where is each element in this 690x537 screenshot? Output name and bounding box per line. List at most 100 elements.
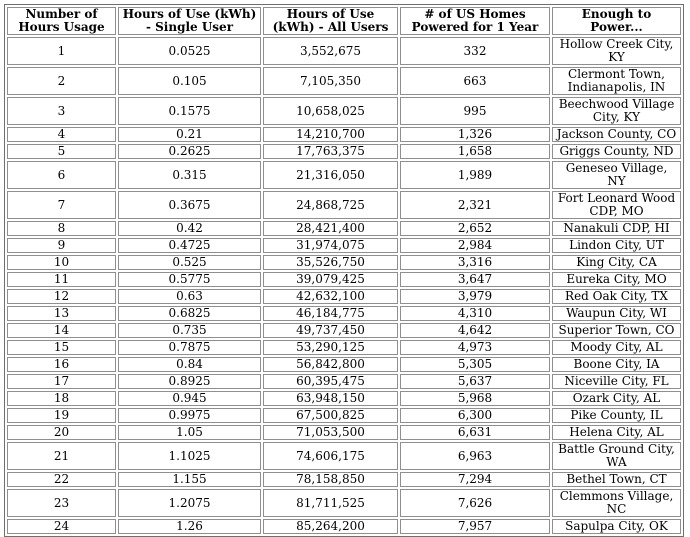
table-cell: 39,079,425 [263, 272, 398, 287]
table-cell: 81,711,525 [263, 489, 398, 517]
table-cell: 2,652 [400, 221, 550, 236]
table-cell: 0.21 [118, 127, 261, 142]
table-cell: 3,979 [400, 289, 550, 304]
table-cell: 24 [7, 519, 116, 534]
table-cell: 46,184,775 [263, 306, 398, 321]
table-cell: Fort Leonard Wood CDP, MO [552, 191, 681, 219]
table-row: 19 0.9975 67,500,825 6,300 Pike County, IL [7, 408, 681, 423]
table-cell: 2,984 [400, 238, 550, 253]
table-row: 7 0.3675 24,868,725 2,321 Fort Leonard Wood … [7, 191, 681, 219]
table-cell: Nanakuli CDP, HI [552, 221, 681, 236]
table-cell: 6,631 [400, 425, 550, 440]
table-cell: 0.3675 [118, 191, 261, 219]
table-cell: 4,973 [400, 340, 550, 355]
table-row: 3 0.1575 10,658,025 995 Beechwood Village Ci… [7, 97, 681, 125]
table-cell: 8 [7, 221, 116, 236]
table-row: 4 0.21 14,210,700 1,326 Jackson County, CO [7, 127, 681, 142]
table-cell: 9 [7, 238, 116, 253]
table-cell: 1.05 [118, 425, 261, 440]
table-cell: 19 [7, 408, 116, 423]
table-cell: 74,606,175 [263, 442, 398, 470]
table-row: 9 0.4725 31,974,075 2,984 Lindon City, UT [7, 238, 681, 253]
table-cell: Waupun City, WI [552, 306, 681, 321]
table-cell: 5 [7, 144, 116, 159]
table-cell: 6 [7, 161, 116, 189]
table-row: 13 0.6825 46,184,775 4,310 Waupun City, WI [7, 306, 681, 321]
table-cell: 7,957 [400, 519, 550, 534]
table-cell: 49,737,450 [263, 323, 398, 338]
table-cell: 0.63 [118, 289, 261, 304]
table-cell: 24,868,725 [263, 191, 398, 219]
table-cell: 11 [7, 272, 116, 287]
table-cell: Moody City, AL [552, 340, 681, 355]
table-cell: 10 [7, 255, 116, 270]
table-cell: Bethel Town, CT [552, 472, 681, 487]
table-row: 24 1.26 85,264,200 7,957 Sapulpa City, OK [7, 519, 681, 534]
table-cell: 15 [7, 340, 116, 355]
table-cell: 6,300 [400, 408, 550, 423]
table-cell: 12 [7, 289, 116, 304]
table-cell: 14 [7, 323, 116, 338]
table-cell: 7,105,350 [263, 67, 398, 95]
table-cell: 60,395,475 [263, 374, 398, 389]
table-cell: 22 [7, 472, 116, 487]
table-cell: 0.945 [118, 391, 261, 406]
table-row: 20 1.05 71,053,500 6,631 Helena City, AL [7, 425, 681, 440]
table-cell: 7,294 [400, 472, 550, 487]
table-cell: Sapulpa City, OK [552, 519, 681, 534]
table-cell: Niceville City, FL [552, 374, 681, 389]
table-cell: 14,210,700 [263, 127, 398, 142]
table-cell: 1.155 [118, 472, 261, 487]
table-cell: 1.1025 [118, 442, 261, 470]
table-cell: Hollow Creek City, KY [552, 37, 681, 65]
table-header-row: Number of Hours Usage Hours of Use (kWh)… [7, 7, 681, 35]
table-cell: 3,552,675 [263, 37, 398, 65]
table-cell: Superior Town, CO [552, 323, 681, 338]
table-cell: 1.2075 [118, 489, 261, 517]
table-row: 5 0.2625 17,763,375 1,658 Griggs County, ND [7, 144, 681, 159]
table-cell: 28,421,400 [263, 221, 398, 236]
table-cell: 1,658 [400, 144, 550, 159]
table-cell: 31,974,075 [263, 238, 398, 253]
table-row: 10 0.525 35,526,750 3,316 King City, CA [7, 255, 681, 270]
table-cell: Jackson County, CO [552, 127, 681, 142]
table-cell: 663 [400, 67, 550, 95]
hours-usage-table: Number of Hours Usage Hours of Use (kWh)… [4, 4, 684, 537]
table-cell: 0.315 [118, 161, 261, 189]
table-row: 6 0.315 21,316,050 1,989 Geneseo Village, NY [7, 161, 681, 189]
table-row: 18 0.945 63,948,150 5,968 Ozark City, AL [7, 391, 681, 406]
table-cell: 0.5775 [118, 272, 261, 287]
table-cell: 0.8925 [118, 374, 261, 389]
table-cell: 17,763,375 [263, 144, 398, 159]
table-cell: 35,526,750 [263, 255, 398, 270]
table-cell: 13 [7, 306, 116, 321]
table-cell: 63,948,150 [263, 391, 398, 406]
table-cell: 3 [7, 97, 116, 125]
table-cell: 0.2625 [118, 144, 261, 159]
table-row: 15 0.7875 53,290,125 4,973 Moody City, AL [7, 340, 681, 355]
table-body: 1 0.0525 3,552,675 332 Hollow Creek City, KY… [7, 37, 681, 534]
table-cell: Ozark City, AL [552, 391, 681, 406]
table-cell: 21 [7, 442, 116, 470]
table-cell: 0.6825 [118, 306, 261, 321]
table-cell: 4,310 [400, 306, 550, 321]
table-cell: Geneseo Village, NY [552, 161, 681, 189]
table-cell: Pike County, IL [552, 408, 681, 423]
table-cell: 71,053,500 [263, 425, 398, 440]
table-cell: 1.26 [118, 519, 261, 534]
table-cell: 56,842,800 [263, 357, 398, 372]
table-cell: Clermont Town, Indianapolis, IN [552, 67, 681, 95]
table-cell: 16 [7, 357, 116, 372]
table-cell: 0.0525 [118, 37, 261, 65]
table-cell: 18 [7, 391, 116, 406]
table-row: 21 1.1025 74,606,175 6,963 Battle Ground Cit… [7, 442, 681, 470]
table-row: 16 0.84 56,842,800 5,305 Boone City, IA [7, 357, 681, 372]
table-cell: 53,290,125 [263, 340, 398, 355]
table-cell: 85,264,200 [263, 519, 398, 534]
table-row: 17 0.8925 60,395,475 5,637 Niceville City, F… [7, 374, 681, 389]
table-cell: Eureka City, MO [552, 272, 681, 287]
col-header-hours-of-use-single-user: Hours of Use (kWh) - Single User [118, 7, 261, 35]
table-cell: 10,658,025 [263, 97, 398, 125]
table-cell: 21,316,050 [263, 161, 398, 189]
table-cell: Lindon City, UT [552, 238, 681, 253]
